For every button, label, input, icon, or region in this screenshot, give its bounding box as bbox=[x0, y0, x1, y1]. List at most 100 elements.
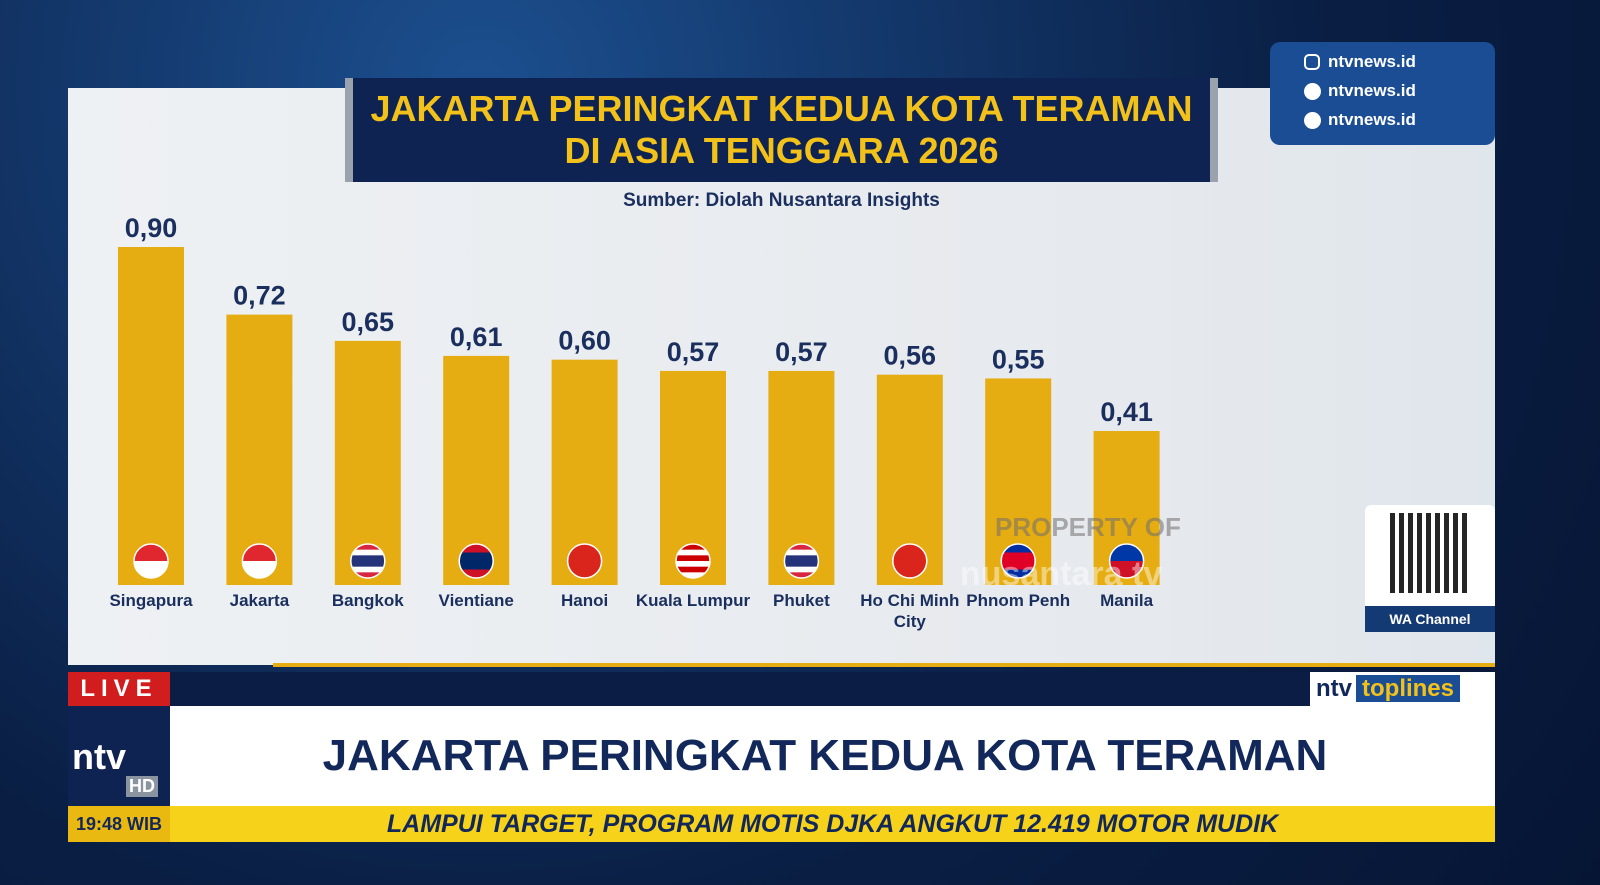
flag-stripe bbox=[784, 566, 819, 573]
flag-stripe bbox=[350, 566, 385, 573]
flag-border bbox=[892, 543, 928, 579]
flag-stripe bbox=[350, 555, 385, 562]
flag bbox=[1001, 544, 1036, 578]
flag-stripe bbox=[1001, 544, 1036, 553]
qr-box: WA Channel bbox=[1365, 505, 1495, 632]
flag-stripe bbox=[1109, 561, 1144, 578]
category-label: Phnom Penh bbox=[966, 591, 1071, 610]
value-label: 0,90 bbox=[125, 213, 178, 243]
headline: JAKARTA PERINGKAT KEDUA KOTA TERAMAN bbox=[322, 731, 1328, 780]
flag-stripe bbox=[676, 572, 710, 578]
flag bbox=[242, 544, 277, 578]
flag bbox=[1109, 544, 1144, 578]
flag-border bbox=[133, 543, 169, 579]
flag-stripe bbox=[134, 544, 168, 562]
flag-stripe bbox=[1001, 561, 1036, 570]
headline-band bbox=[68, 706, 1495, 806]
flag-stripe bbox=[1001, 552, 1036, 562]
flag-stripe bbox=[350, 549, 385, 556]
tiktok-icon bbox=[1304, 112, 1321, 129]
flag-stripe bbox=[242, 544, 277, 562]
facebook-icon bbox=[1304, 83, 1321, 100]
flag bbox=[134, 544, 168, 578]
value-label: 0,56 bbox=[884, 341, 937, 371]
chart-title: JAKARTA PERINGKAT KEDUA KOTA TERAMAN bbox=[370, 88, 1193, 129]
bar bbox=[118, 247, 184, 585]
category-label: Manila bbox=[1100, 591, 1154, 610]
flag bbox=[892, 544, 927, 578]
value-label: 0,57 bbox=[667, 337, 720, 367]
channel-name: ntv bbox=[72, 736, 126, 777]
watermark: nusantara tv bbox=[960, 555, 1163, 593]
flag-stripe bbox=[242, 561, 277, 578]
flag-stripe bbox=[350, 544, 385, 551]
flag bbox=[350, 544, 385, 578]
social-box: ntvnews.id ntvnews.id ntvnews.id bbox=[1270, 42, 1495, 145]
value-label: 0,55 bbox=[992, 344, 1045, 374]
program-logo: ntv toplines bbox=[1310, 672, 1495, 706]
value-label: 0,60 bbox=[558, 326, 611, 356]
qr-label: WA Channel bbox=[1365, 606, 1495, 632]
live-badge: LIVE bbox=[68, 672, 170, 706]
flag-stripe bbox=[350, 561, 385, 568]
flag-stripe bbox=[1001, 569, 1036, 578]
flag-stripe bbox=[784, 549, 819, 556]
value-label: 0,57 bbox=[775, 337, 828, 367]
value-label: 0,41 bbox=[1100, 397, 1153, 427]
flag-stripe bbox=[784, 561, 819, 568]
category-label: Kuala Lumpur bbox=[635, 591, 751, 610]
flag bbox=[567, 544, 602, 578]
flag-stripe bbox=[676, 561, 710, 568]
social-handle: ntvnews.id bbox=[1328, 81, 1416, 100]
flag bbox=[784, 544, 819, 578]
top-strip bbox=[68, 672, 1495, 706]
flag-border bbox=[783, 543, 820, 579]
flag-stripe bbox=[459, 569, 494, 578]
quality-badge: HD bbox=[126, 776, 158, 797]
value-label: 0,61 bbox=[450, 322, 503, 352]
flag-border bbox=[1000, 543, 1036, 579]
channel-logo: ntv HD bbox=[68, 706, 170, 806]
category-label: Singapura bbox=[109, 591, 193, 610]
ticker-text: LAMPUI TARGET, PROGRAM MOTIS DJKA ANGKUT… bbox=[386, 810, 1279, 838]
flag-stripe bbox=[567, 544, 602, 578]
category-label: Bangkok bbox=[331, 591, 404, 610]
ticker-band bbox=[68, 806, 1495, 842]
flag-stripe bbox=[784, 572, 819, 578]
qr-code bbox=[1390, 513, 1470, 593]
social-handle: ntvnews.id bbox=[1328, 52, 1416, 71]
instagram-icon bbox=[1304, 54, 1320, 70]
flag-stripe bbox=[676, 555, 710, 562]
accent-line bbox=[273, 663, 1495, 667]
category-label: Jakarta bbox=[229, 591, 290, 610]
category-label: Ho Chi Minh City bbox=[860, 591, 960, 631]
chart-subtitle: Sumber: Diolah Nusantara Insights bbox=[623, 190, 940, 211]
flag-stripe bbox=[459, 552, 494, 562]
flag-stripe bbox=[1109, 544, 1144, 562]
flag-border bbox=[675, 543, 711, 579]
title-box: JAKARTA PERINGKAT KEDUA KOTA TERAMAN DI … bbox=[345, 78, 1218, 182]
flag-border bbox=[350, 543, 386, 579]
category-label: Hanoi bbox=[560, 591, 609, 610]
flag-stripe bbox=[350, 572, 385, 578]
flag-stripe bbox=[784, 544, 819, 551]
value-label: 0,65 bbox=[342, 307, 395, 337]
flag bbox=[676, 544, 710, 578]
flag-border bbox=[241, 543, 278, 579]
flag-stripe bbox=[676, 566, 710, 573]
program-name: toplines bbox=[1356, 675, 1461, 702]
watermark: PROPERTY OF bbox=[995, 512, 1181, 542]
flag-stripe bbox=[892, 544, 927, 578]
bar bbox=[226, 314, 293, 585]
flag-stripe bbox=[676, 544, 710, 551]
flag-stripe bbox=[459, 544, 494, 553]
program-ntv: ntv bbox=[1316, 675, 1352, 702]
flag-stripe bbox=[676, 549, 710, 556]
value-label: 0,72 bbox=[233, 281, 286, 311]
flag-border bbox=[1108, 543, 1145, 579]
clock: 19:48 WIB bbox=[68, 806, 170, 842]
flag-stripe bbox=[459, 561, 494, 570]
category-label: Phuket bbox=[773, 591, 830, 610]
